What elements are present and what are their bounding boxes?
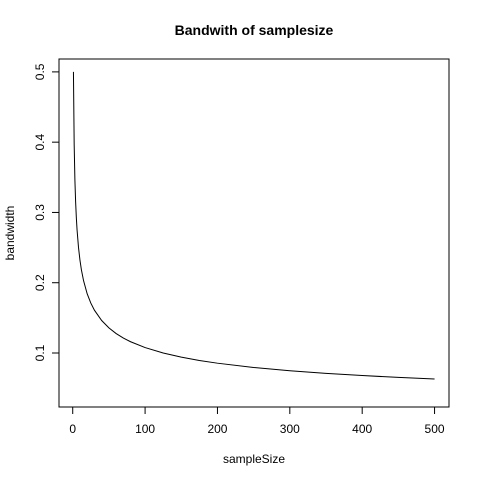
x-tick-label: 0: [69, 422, 76, 436]
chart-title: Bandwith of samplesize: [175, 22, 334, 38]
series-layer: [72, 71, 435, 380]
y-tick-label: 0.3: [33, 204, 47, 221]
y-tick-label: 0.5: [33, 63, 47, 80]
x-axis-label: sampleSize: [223, 452, 285, 466]
y-axis-label: bandwidth: [3, 206, 17, 261]
x-tick-label: 400: [352, 422, 372, 436]
x-tick-label: 300: [280, 422, 300, 436]
y-tick-label: 0.4: [33, 134, 47, 151]
y-tick-label: 0.2: [33, 274, 47, 291]
x-axis: 0 100 200 300 400 500: [69, 406, 445, 436]
x-tick-label: 500: [425, 422, 445, 436]
series-line: [72, 71, 435, 380]
x-tick-label: 200: [207, 422, 227, 436]
x-tick-label: 100: [135, 422, 155, 436]
y-axis: 0.1 0.2 0.3 0.4 0.5: [33, 63, 60, 361]
y-tick-label: 0.1: [33, 344, 47, 361]
